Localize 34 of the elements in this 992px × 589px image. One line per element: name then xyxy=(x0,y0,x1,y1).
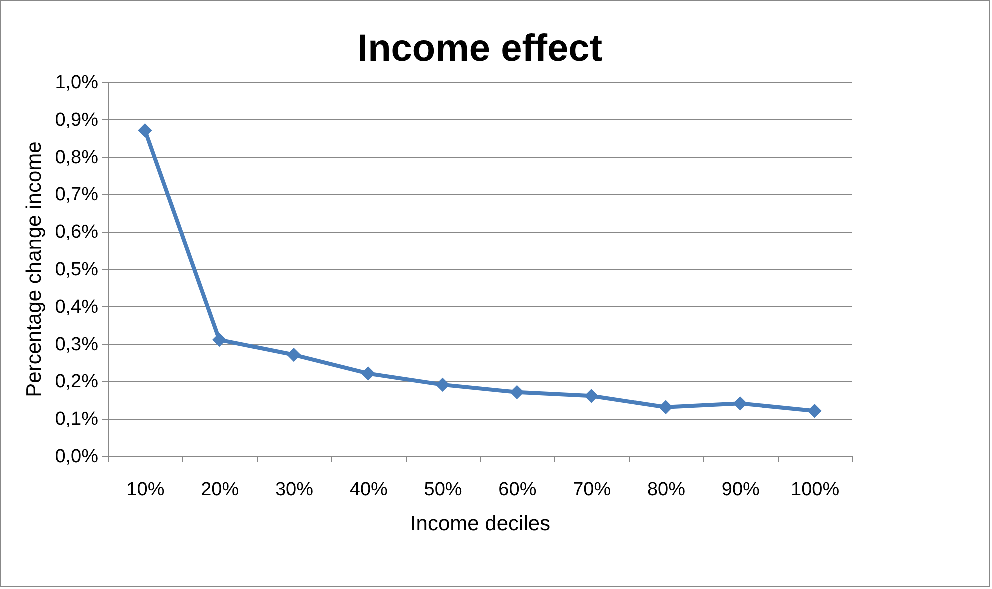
y-tick-label: 0,7% xyxy=(55,184,99,206)
x-tick-label: 20% xyxy=(201,480,240,500)
x-tick-label: 10% xyxy=(126,480,165,500)
point xyxy=(138,124,152,138)
point xyxy=(212,332,227,348)
point xyxy=(436,378,450,392)
point xyxy=(361,366,376,381)
x-tick-label: 90% xyxy=(722,480,760,500)
y-tick-label: 0,9% xyxy=(55,110,99,131)
x-tick-label: 30% xyxy=(275,480,314,500)
y-tick-label: 1,0% xyxy=(55,72,99,94)
y-tick-label: 0,2% xyxy=(55,372,99,393)
y-tick-label: 0,0% xyxy=(55,446,99,468)
y-tick-label: 0,8% xyxy=(55,147,99,168)
x-tick-label: 40% xyxy=(350,480,388,500)
y-tick-label: 0,4% xyxy=(55,296,99,318)
y-tick-label: 0,6% xyxy=(55,222,99,244)
point xyxy=(808,404,822,418)
x-tick-label: 70% xyxy=(573,480,612,500)
y-axis-title: Percentage change income xyxy=(23,142,46,398)
y-tick-label: 0,5% xyxy=(55,260,99,280)
point xyxy=(658,400,674,414)
y-tick-label: 0,3% xyxy=(55,334,99,356)
chart-title: Income effect xyxy=(358,28,603,70)
point xyxy=(584,389,599,404)
x-tick-label: 100% xyxy=(790,480,840,500)
point xyxy=(733,396,748,411)
x-tick-label: 60% xyxy=(498,480,537,500)
point xyxy=(510,385,524,400)
y-tick-label: 0,1% xyxy=(55,409,99,430)
x-tick-label: 80% xyxy=(647,480,686,500)
x-axis-title: Income deciles xyxy=(410,512,551,536)
point xyxy=(286,348,302,362)
x-tick-label: 50% xyxy=(424,480,462,500)
